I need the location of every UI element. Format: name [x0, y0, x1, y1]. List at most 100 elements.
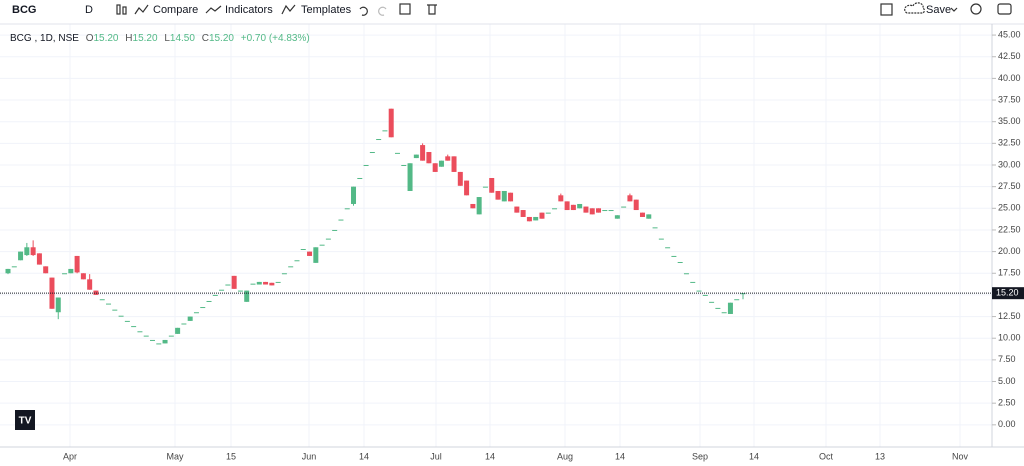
templates-button[interactable]: Templates: [301, 4, 352, 16]
candle-body: [690, 281, 696, 283]
candle-body: [526, 216, 532, 222]
candle-body: [413, 154, 419, 159]
candle-body: [646, 214, 652, 219]
candle-body: [124, 320, 130, 322]
legend-value: 15.20: [208, 33, 234, 44]
candle-icon: [122, 6, 127, 15]
candle-body: [464, 180, 470, 196]
x-tick-label: Jul: [430, 451, 442, 461]
candle-body: [501, 190, 507, 202]
cloud-icon: [904, 2, 925, 14]
candle-body: [212, 294, 218, 296]
candle-body: [175, 327, 181, 334]
y-tick-label: 12.50: [998, 311, 1021, 321]
candle-body: [36, 253, 42, 265]
candle-body: [533, 216, 539, 221]
candle-body: [495, 190, 501, 200]
indicators-icon: [205, 5, 222, 14]
x-tick-label: 13: [875, 451, 885, 461]
candle-body: [570, 204, 576, 211]
candle-body: [658, 238, 664, 240]
candle-body: [351, 186, 357, 204]
candle-body: [24, 247, 30, 256]
candle-body: [80, 273, 86, 280]
y-tick-label: 5.00: [998, 376, 1016, 386]
indicators-button[interactable]: Indicators: [225, 4, 273, 16]
trash-icon[interactable]: [427, 4, 437, 15]
settings-icon[interactable]: [970, 3, 982, 15]
candle-body: [168, 335, 174, 337]
candle-body: [608, 210, 614, 212]
candle-body: [577, 203, 583, 209]
redo-icon: [378, 6, 387, 16]
candle-body: [552, 208, 558, 210]
candle-body: [564, 201, 570, 211]
y-tick-label: 27.50: [998, 181, 1021, 191]
candle-body: [112, 309, 118, 311]
candle-body: [696, 290, 702, 292]
x-tick-label: Aug: [557, 451, 573, 461]
symbol[interactable]: BCG: [12, 4, 37, 16]
y-tick-label: 2.50: [998, 398, 1016, 408]
last-price-box: [992, 287, 1024, 300]
y-tick-label: 37.50: [998, 94, 1021, 104]
candle-body: [275, 281, 281, 283]
x-tick-label: Sep: [692, 451, 708, 461]
candle-body: [62, 273, 68, 275]
y-tick-label: 45.00: [998, 29, 1021, 39]
candle-body: [131, 326, 137, 328]
candle-body: [332, 229, 338, 231]
candle-body: [237, 290, 243, 292]
candle-body: [482, 186, 488, 188]
x-tick-label: Jun: [302, 451, 317, 461]
candle-body: [187, 316, 193, 321]
candle-body: [11, 266, 17, 268]
logo: [15, 410, 35, 430]
candle-body: [589, 208, 595, 215]
candle-body: [313, 247, 319, 263]
x-tick-label: 14: [615, 451, 625, 461]
save-button[interactable]: Save: [926, 4, 952, 16]
candle-body: [727, 302, 733, 314]
candle-body: [206, 300, 212, 302]
candle-body: [263, 281, 269, 285]
candle-body: [99, 299, 105, 301]
candle-body: [181, 323, 187, 325]
candle-body: [250, 283, 256, 285]
candle-body: [583, 206, 589, 213]
x-tick-label: 14: [359, 451, 369, 461]
candle-body: [545, 212, 551, 214]
x-tick-label: Oct: [819, 451, 834, 461]
candle-body: [451, 156, 457, 172]
candle-body: [300, 249, 306, 251]
candle-body: [74, 255, 80, 273]
dropdown-icon[interactable]: [950, 7, 958, 12]
candle-body: [18, 251, 24, 261]
candle-body: [432, 163, 438, 172]
candle-body: [256, 281, 262, 285]
candle-body: [407, 163, 413, 191]
candle-body: [307, 251, 313, 256]
checkbox-icon[interactable]: [399, 3, 411, 15]
interval[interactable]: D: [85, 4, 93, 16]
layout-icon[interactable]: [880, 3, 893, 16]
candle-body: [388, 108, 394, 138]
legend-value: 14.50: [169, 33, 195, 44]
y-tick-label: 10.00: [998, 333, 1021, 343]
candle-body: [401, 165, 407, 166]
candle-body: [520, 210, 526, 217]
y-tick-label: 17.50: [998, 268, 1021, 278]
candle-body: [539, 212, 545, 219]
compare-button[interactable]: Compare: [153, 4, 199, 16]
camera-icon[interactable]: [997, 3, 1012, 15]
last-price-label: 15.20: [996, 288, 1019, 298]
candle-body: [325, 238, 331, 240]
candle-body: [55, 297, 61, 313]
candle-body: [445, 156, 451, 161]
candle-body: [376, 139, 382, 141]
y-tick-label: 42.50: [998, 51, 1021, 61]
logo-text: TV: [19, 416, 32, 427]
x-tick-label: 14: [749, 451, 759, 461]
candle-body: [614, 215, 620, 219]
